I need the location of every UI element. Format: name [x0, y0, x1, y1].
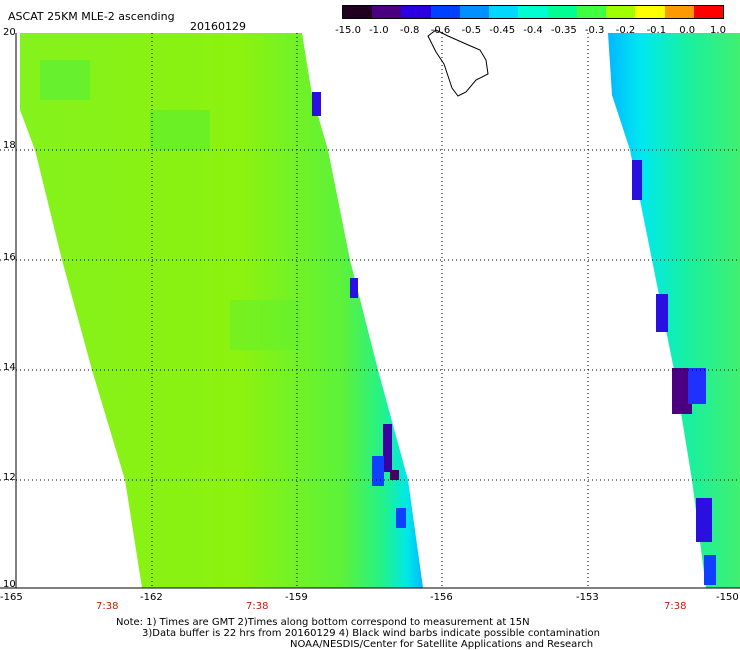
map-title: ASCAT 25KM MLE-2 ascending — [8, 10, 175, 23]
lat-label: 16 — [3, 252, 16, 263]
note-line-3: NOAA/NESDIS/Center for Satellite Applica… — [290, 639, 594, 650]
colorbar-segment — [693, 6, 724, 18]
colorbar-segment — [459, 6, 490, 18]
swath-left-edge-pixels — [383, 424, 392, 472]
lat-label: 20 — [3, 27, 16, 38]
colorbar-segment — [576, 6, 607, 18]
colorbar-label: -0.4 — [523, 25, 543, 36]
colorbar-label: -0.5 — [461, 25, 482, 36]
lon-label: -162 — [140, 592, 163, 603]
lon-label: -165 — [0, 592, 23, 603]
colorbar-label: 0.0 — [679, 25, 696, 36]
swath-right-edge-pixels — [632, 160, 642, 200]
colorbar — [342, 5, 724, 19]
swath-left-edge-pixels — [396, 508, 406, 528]
swath-left-edge-pixels — [372, 456, 384, 486]
grid — [0, 33, 740, 588]
lat-label: 18 — [3, 140, 16, 151]
swath-left-patch — [40, 60, 90, 100]
colorbar-segment — [518, 6, 548, 18]
lon-label: -159 — [285, 592, 308, 603]
note-line-1: Note: 1) Times are GMT 2)Times along bot… — [116, 617, 530, 628]
time-label: 7:38 — [246, 601, 269, 612]
colorbar-label: 1.0 — [710, 25, 726, 36]
map-date: 20160129 — [190, 20, 246, 33]
colorbar-label: -0.2 — [615, 25, 636, 36]
colorbar-label: -15.0 — [335, 25, 361, 36]
swath-left-edge-pixels — [390, 470, 399, 480]
lat-label: 10 — [3, 579, 16, 590]
colorbar-segment — [401, 6, 431, 18]
note-line-2: 3)Data buffer is 22 hrs from 20160129 4)… — [142, 628, 600, 639]
colorbar-label: -0.35 — [550, 25, 577, 36]
colorbar-label: -0.3 — [584, 25, 605, 36]
swath-right-edge-pixels — [656, 294, 668, 332]
swath-right-edge-pixels — [704, 555, 716, 585]
colorbar-label: -1.0 — [369, 25, 389, 36]
colorbar-segment — [343, 6, 373, 18]
colorbar-label: -0.45 — [489, 25, 516, 36]
colorbar-segment — [635, 6, 665, 18]
swath-left-patch — [230, 300, 300, 350]
time-label: 7:38 — [96, 601, 119, 612]
swath-left-edge-pixels — [312, 92, 321, 116]
swath-right-edge-pixels — [696, 498, 712, 542]
lat-label: 12 — [3, 472, 16, 483]
time-label: 7:38 — [664, 601, 687, 612]
lon-label: -153 — [576, 592, 599, 603]
colorbar-segment — [430, 6, 460, 18]
colorbar-segment — [372, 6, 402, 18]
lon-label: -150 — [716, 592, 739, 603]
swath-left — [20, 33, 423, 588]
swath-right-edge-pixels — [688, 368, 706, 404]
lat-label: 14 — [3, 362, 16, 373]
colorbar-label: -0.1 — [646, 25, 667, 36]
colorbar-label: -0.8 — [399, 25, 420, 36]
colorbar-segment — [547, 6, 577, 18]
swath-left-edge-pixels — [350, 278, 358, 298]
lon-label: -156 — [430, 592, 453, 603]
colorbar-segment — [489, 6, 519, 18]
swath-right — [608, 33, 740, 588]
colorbar-segment — [664, 6, 694, 18]
hawaii-coastline — [427, 29, 489, 97]
colorbar-segment — [606, 6, 636, 18]
swath-left-patch — [150, 110, 210, 150]
swath-right-edge-pixels — [672, 368, 692, 414]
colorbar-label: -0.6 — [430, 25, 451, 36]
